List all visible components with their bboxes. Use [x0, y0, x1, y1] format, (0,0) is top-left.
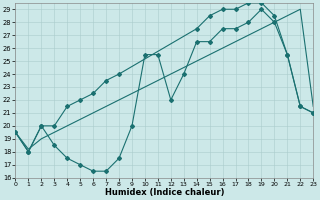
X-axis label: Humidex (Indice chaleur): Humidex (Indice chaleur)	[105, 188, 224, 197]
